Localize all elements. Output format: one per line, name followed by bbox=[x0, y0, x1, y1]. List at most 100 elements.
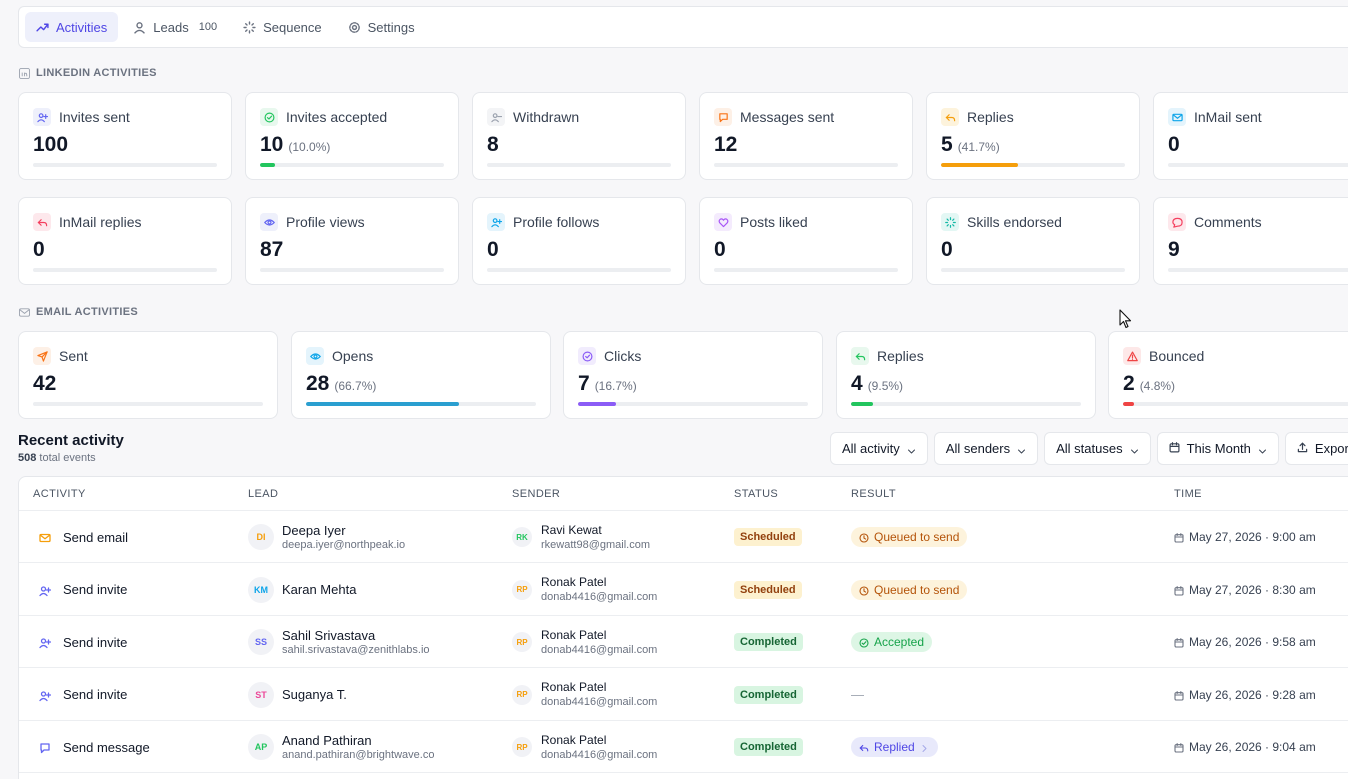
stat-number: 0 bbox=[1168, 133, 1180, 156]
stat-card-value: 28 (66.7%) bbox=[306, 372, 536, 398]
lead-cell[interactable]: SS Sahil Srivastava sahil.srivastava@zenit… bbox=[248, 616, 430, 668]
column-header-lead[interactable]: LEAD bbox=[248, 488, 279, 500]
stat-card-posts-liked: Posts liked 0 bbox=[699, 197, 913, 285]
sender-cell: RP Ronak Patel donab4416@gmail.com bbox=[512, 616, 657, 668]
sender-cell: RP Ronak Patel donab4416@gmail.com bbox=[512, 721, 657, 773]
stat-card-value: 5 (41.7%) bbox=[941, 133, 1125, 159]
stat-number: 0 bbox=[714, 238, 726, 261]
stat-card-label: Messages sent bbox=[740, 109, 835, 125]
stat-card-header: Bounced bbox=[1123, 346, 1348, 366]
stat-card-label: Opens bbox=[332, 348, 374, 364]
table-row[interactable]: Send message AP Anand Pathiran anand.pathir… bbox=[19, 721, 1348, 773]
mail-icon bbox=[39, 531, 51, 543]
sender-info: Ravi Kewat rkewatt98@gmail.com bbox=[541, 523, 650, 552]
stat-number: 100 bbox=[33, 133, 69, 156]
tab-activities[interactable]: Activities bbox=[25, 12, 119, 42]
column-header-activity[interactable]: ACTIVITY bbox=[33, 488, 86, 500]
filter-all-statuses[interactable]: All statuses bbox=[1044, 432, 1151, 465]
result-cell: Queued to send bbox=[851, 564, 968, 616]
timestamp: May 26, 2026 · 9:58 am bbox=[1174, 635, 1316, 649]
stat-card-withdrawn: Withdrawn 8 bbox=[472, 92, 686, 180]
lead-cell[interactable]: KM Karan Mehta bbox=[248, 564, 356, 616]
lead-name: Karan Mehta bbox=[282, 582, 357, 597]
stat-card-skills-endorsed: Skills endorsed 0 bbox=[926, 197, 1140, 285]
stat-card-header: Replies bbox=[851, 346, 1081, 366]
avatar: RP bbox=[512, 579, 532, 600]
user-minus-icon bbox=[487, 108, 505, 126]
avatar: SS bbox=[248, 629, 274, 655]
status-cell: Completed bbox=[734, 721, 803, 773]
send-icon bbox=[33, 347, 51, 365]
stat-card-label: Comments bbox=[1194, 214, 1262, 230]
status-badge: Completed bbox=[734, 685, 803, 704]
stat-card-label: InMail sent bbox=[1194, 109, 1262, 125]
timestamp: May 27, 2026 · 9:00 am bbox=[1174, 530, 1316, 544]
stat-card-value: 42 bbox=[33, 372, 263, 398]
activity-label: Send invite bbox=[63, 582, 128, 597]
stat-progress-fill bbox=[1123, 402, 1135, 406]
stat-card-inmail-replies: InMail replies 0 bbox=[18, 197, 232, 285]
tab-sequence[interactable]: Sequence bbox=[232, 12, 333, 42]
activity-cell: Send invite bbox=[39, 669, 127, 721]
status-badge: Completed bbox=[734, 738, 803, 756]
column-header-time[interactable]: TIME bbox=[1174, 488, 1202, 500]
table-row[interactable]: Send invite KM Karan Mehta RP Ronak Patel don… bbox=[19, 564, 1348, 616]
lead-email: sahil.srivastava@zenithlabs.io bbox=[282, 643, 430, 656]
tab-label: Activities bbox=[56, 19, 108, 35]
filter-all-activity[interactable]: All activity bbox=[830, 432, 928, 465]
sender-cell: RP Ronak Patel donab4416@gmail.com bbox=[512, 669, 657, 721]
result-badge[interactable]: Replied bbox=[851, 737, 938, 757]
sender-email: donab4416@gmail.com bbox=[541, 748, 658, 761]
lead-cell[interactable]: AP Anand Pathiran anand.pathiran@brightwav… bbox=[248, 721, 434, 773]
stat-card-label: Replies bbox=[967, 109, 1014, 125]
activity-label: Send invite bbox=[63, 687, 128, 702]
stat-card-header: Posts liked bbox=[714, 212, 898, 232]
stat-card-header: Messages sent bbox=[714, 107, 898, 127]
sender-email: donab4416@gmail.com bbox=[541, 591, 658, 603]
lead-cell[interactable]: ST Suganya T. bbox=[248, 669, 347, 721]
timestamp-text: May 27, 2026 · 9:00 am bbox=[1189, 530, 1316, 544]
stat-progress-bar bbox=[1168, 163, 1348, 167]
lead-info: Anand Pathiran anand.pathiran@brightwave.… bbox=[282, 733, 434, 762]
lead-email: deepa.iyer@northpeak.io bbox=[282, 538, 406, 551]
stat-card-label: Invites sent bbox=[59, 109, 130, 125]
column-header-status[interactable]: STATUS bbox=[734, 488, 779, 500]
filter-this-month[interactable]: This Month bbox=[1156, 432, 1279, 465]
stat-card-header: Skills endorsed bbox=[941, 212, 1125, 232]
table-row[interactable]: Send invite ST Suganya T. RP Ronak Patel dona… bbox=[19, 669, 1348, 721]
sender-name: Ronak Patel bbox=[541, 732, 607, 747]
sparkle-icon bbox=[941, 213, 959, 231]
column-header-sender[interactable]: SENDER bbox=[512, 488, 561, 500]
stat-progress-bar bbox=[1123, 402, 1348, 406]
stat-card-value: 2 (4.8%) bbox=[1123, 372, 1348, 398]
stat-number: 2 bbox=[1123, 372, 1135, 395]
eye-icon bbox=[260, 213, 278, 231]
time-cell: May 26, 2026 · 9:28 am bbox=[1174, 669, 1316, 721]
mail-icon bbox=[19, 307, 30, 317]
table-row[interactable]: Send email DI Deepa Iyer deepa.iyer@northpe… bbox=[19, 511, 1348, 563]
message-icon bbox=[39, 741, 51, 754]
filter-expor[interactable]: Expor bbox=[1284, 432, 1348, 465]
lead-name: Sahil Srivastava bbox=[282, 627, 376, 643]
stat-progress-bar bbox=[487, 163, 671, 167]
sender-name: Ronak Patel bbox=[541, 627, 607, 642]
column-header-result[interactable]: RESULT bbox=[851, 488, 896, 500]
stat-card-value: 8 bbox=[487, 133, 671, 159]
stat-number: 87 bbox=[260, 238, 284, 261]
lead-cell[interactable]: DI Deepa Iyer deepa.iyer@northpeak.io bbox=[248, 511, 405, 563]
stat-progress-bar bbox=[941, 163, 1125, 167]
stat-card-messages-sent: Messages sent 12 bbox=[699, 92, 913, 180]
filter-label: All statuses bbox=[1056, 441, 1123, 456]
tab-leads[interactable]: Leads 100 bbox=[122, 12, 228, 42]
table-row[interactable]: Send invite SS Sahil Srivastava sahil.sriva… bbox=[19, 616, 1348, 668]
avatar: RP bbox=[512, 737, 532, 757]
tab-settings[interactable]: Settings bbox=[337, 12, 426, 42]
stat-card-header: Comments bbox=[1168, 212, 1348, 232]
stat-progress-bar bbox=[851, 402, 1081, 406]
filter-label: All activity bbox=[842, 441, 900, 456]
calendar-icon bbox=[1174, 585, 1184, 596]
stat-number: 0 bbox=[487, 238, 499, 261]
filter-all-senders[interactable]: All senders bbox=[933, 432, 1039, 465]
stat-number: 28 bbox=[306, 372, 330, 395]
stat-card-label: InMail replies bbox=[59, 214, 142, 230]
